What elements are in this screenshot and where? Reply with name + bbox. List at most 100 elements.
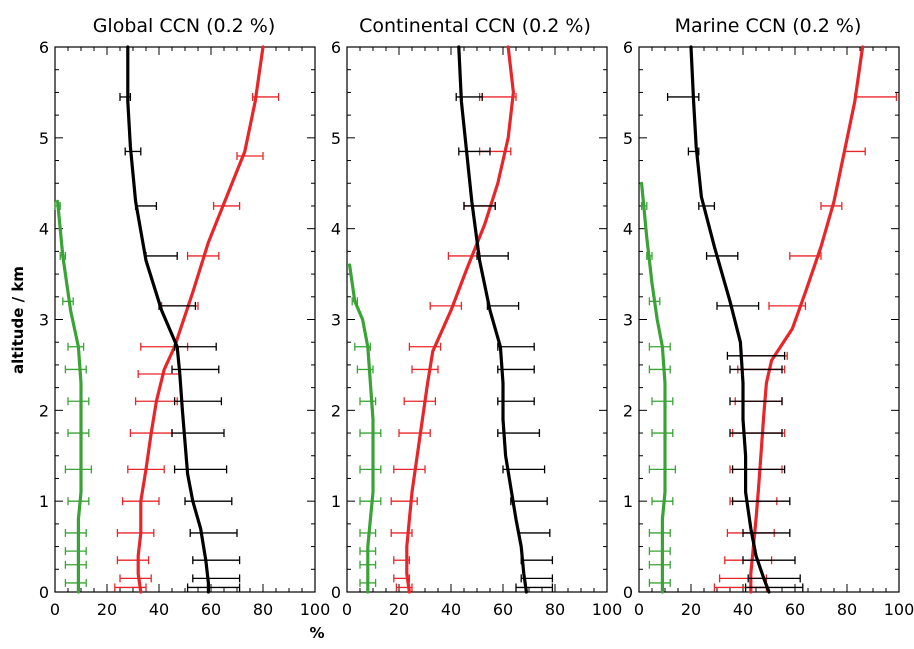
y-tick-label: 6: [331, 38, 341, 57]
y-tick-label: 2: [331, 401, 341, 420]
error-bar: [64, 365, 87, 374]
panel-title: Marine CCN (0.2 %): [675, 15, 862, 37]
error-bar: [502, 465, 546, 474]
y-tick-label: 4: [623, 220, 633, 239]
error-bar: [520, 556, 554, 565]
series-red: [713, 45, 898, 594]
error-bar: [192, 556, 241, 565]
y-tick-label: 6: [39, 38, 49, 57]
error-bar: [648, 465, 677, 474]
error-bar: [747, 574, 801, 583]
series-green: [348, 263, 382, 594]
error-bar: [398, 429, 431, 438]
y-tick-label: 2: [623, 401, 633, 420]
error-bar: [731, 497, 791, 506]
error-bar: [64, 528, 87, 537]
error-bar: [134, 201, 158, 210]
error-bar: [171, 429, 225, 438]
error-bar: [651, 397, 674, 406]
error-bar: [119, 574, 152, 583]
error-bar: [173, 465, 228, 474]
x-tick-label: 100: [300, 600, 331, 619]
x-axis-label: %: [309, 624, 324, 642]
error-bar: [116, 556, 150, 565]
profile-line: [126, 45, 210, 594]
x-tick-label: 0: [342, 600, 352, 619]
panel-global: Global CCN (0.2 %) 0 20 40 60 80 100 0 1 2 3 4 5 6: [39, 15, 330, 619]
profile-line: [689, 45, 771, 594]
y-tick-label: 3: [331, 311, 341, 330]
error-bar: [403, 397, 437, 406]
error-bar: [173, 342, 217, 351]
error-bar: [648, 365, 671, 374]
series-black: [119, 45, 241, 594]
error-bar: [497, 342, 535, 351]
y-tick-label: 5: [39, 129, 49, 148]
x-tick-label: 40: [733, 600, 753, 619]
profile-line: [55, 199, 83, 594]
error-bar: [463, 201, 496, 210]
x-tick-label: 60: [493, 600, 513, 619]
profile-line: [348, 263, 375, 594]
x-tick-label: 40: [149, 600, 169, 619]
x-tick-label: 40: [441, 600, 461, 619]
y-tick-label: 1: [623, 492, 633, 511]
profile-line: [136, 45, 265, 594]
error-bar: [359, 429, 382, 438]
error-bar: [789, 251, 822, 260]
panel-continental: Continental CCN (0.2 %) 0 20 40 60 80 100 0 1 2 3…: [331, 15, 622, 619]
series-black: [455, 45, 554, 594]
x-tick-label: 20: [97, 600, 117, 619]
y-tick-label: 0: [39, 583, 49, 602]
error-bar: [67, 342, 85, 351]
error-bar: [486, 301, 520, 310]
series-green: [54, 199, 93, 594]
y-tick-label: 6: [623, 38, 633, 57]
y-tick-label: 4: [331, 220, 341, 239]
profile-line: [405, 45, 516, 594]
x-tick-label: 80: [545, 600, 565, 619]
error-bar: [64, 578, 87, 587]
error-bar: [729, 429, 783, 438]
error-bar: [67, 397, 90, 406]
error-bar: [648, 528, 671, 537]
y-tick-label: 0: [623, 583, 633, 602]
error-bar: [64, 560, 87, 569]
error-bar: [854, 92, 898, 101]
x-tick-label: 80: [253, 600, 273, 619]
error-bar: [411, 365, 439, 374]
error-bar: [698, 201, 716, 210]
error-bar: [648, 560, 671, 569]
error-bar: [744, 583, 804, 592]
profile-line: [749, 45, 865, 594]
error-bar: [729, 397, 783, 406]
x-tick-label: 80: [837, 600, 857, 619]
series-black: [666, 45, 804, 594]
error-bar: [742, 556, 796, 565]
series-green: [639, 181, 677, 594]
y-tick-label: 2: [39, 401, 49, 420]
error-bar: [390, 497, 418, 506]
error-bar: [212, 201, 241, 210]
error-bar: [648, 547, 671, 556]
error-bar: [186, 583, 241, 592]
error-bar: [478, 92, 517, 101]
error-bar: [651, 497, 674, 506]
error-bar: [116, 528, 155, 537]
error-bar: [648, 342, 671, 351]
y-axis-label: altitude / km: [9, 266, 27, 374]
error-bar: [189, 528, 238, 537]
error-bar: [726, 351, 786, 360]
profile-line: [457, 45, 529, 594]
error-bar: [705, 251, 739, 260]
error-bar: [145, 251, 178, 260]
x-tick-label: 100: [592, 600, 623, 619]
y-tick-label: 3: [39, 311, 49, 330]
series-red: [390, 45, 517, 594]
error-bar: [648, 578, 671, 587]
error-bar: [192, 574, 241, 583]
x-tick-label: 0: [634, 600, 644, 619]
error-bar: [497, 365, 535, 374]
error-bar: [458, 147, 491, 156]
